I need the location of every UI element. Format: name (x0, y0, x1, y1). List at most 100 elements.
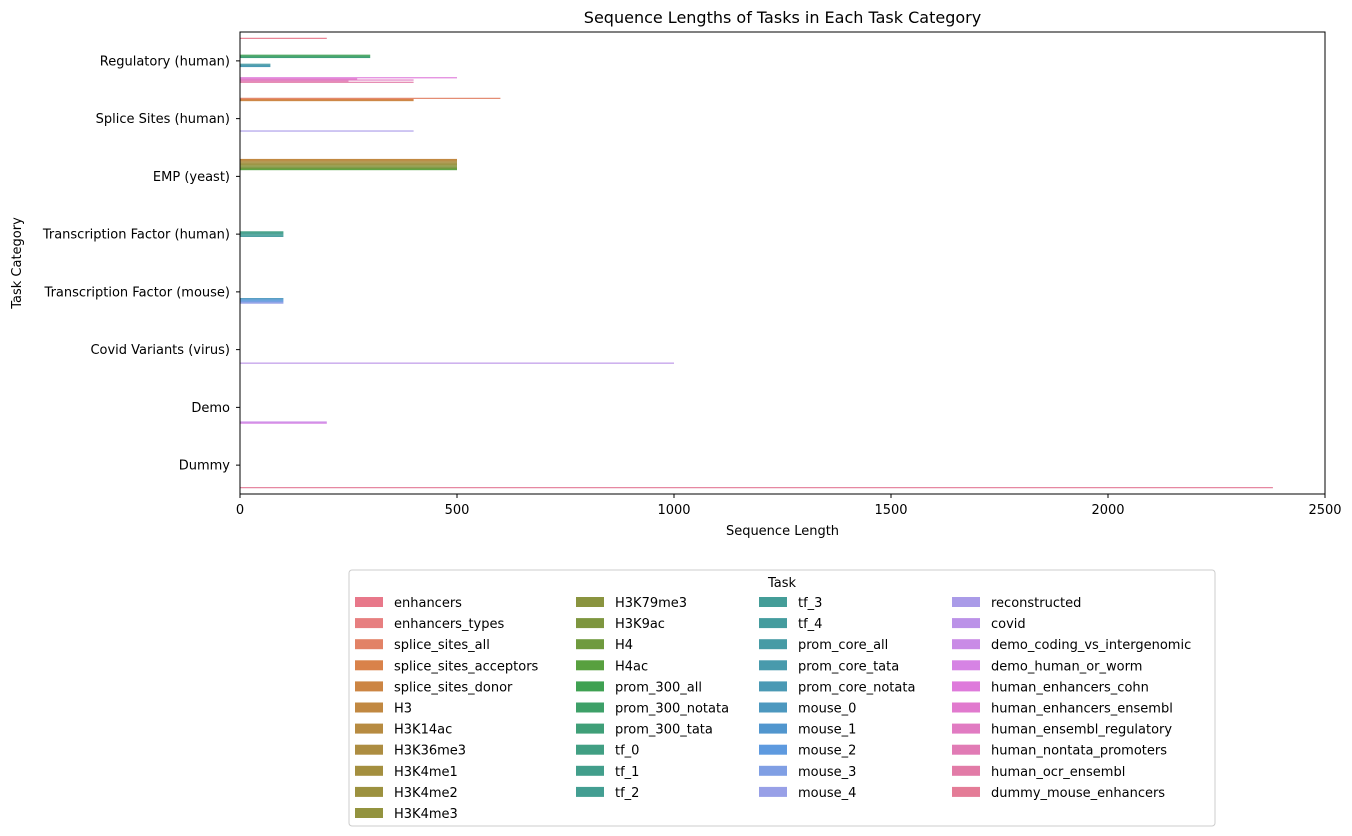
legend-swatch (355, 808, 383, 818)
legend-label: human_enhancers_ensembl (991, 702, 1173, 717)
bar (240, 55, 371, 57)
bar (240, 63, 271, 65)
legend-label: human_ensembl_regulatory (991, 723, 1172, 738)
bar (240, 65, 271, 68)
legend-swatch (759, 702, 787, 713)
legend-swatch (576, 723, 604, 734)
legend-label: prom_core_tata (798, 659, 899, 674)
legend-swatch (355, 786, 383, 797)
legend-swatch (355, 660, 383, 671)
legend-swatch (355, 765, 383, 776)
legend-swatch (576, 681, 604, 692)
bar (240, 233, 284, 235)
y-axis-label: Task Category (10, 217, 25, 310)
y-categories: Regulatory (human) Splice Sites (human) EM… (42, 54, 240, 474)
legend-label: prom_300_tata (615, 723, 713, 738)
legend-swatch (355, 681, 383, 692)
legend-swatch (952, 618, 980, 629)
legend-swatch (576, 744, 604, 755)
bar (240, 422, 327, 424)
y-tick-label: Dummy (179, 459, 231, 474)
bar (240, 78, 358, 80)
legend-swatch (952, 660, 980, 671)
legend-label: H3K14ac (394, 723, 452, 738)
legend-swatch (952, 681, 980, 692)
legend-label: prom_core_notata (798, 680, 915, 695)
bar (240, 79, 414, 81)
x-axis-label: Sequence Length (726, 524, 839, 539)
legend-swatch (355, 618, 383, 629)
bar (240, 299, 284, 301)
legend-label: tf_1 (615, 765, 639, 780)
y-tick-label: Transcription Factor (human) (42, 228, 230, 243)
chart-title: Sequence Lengths of Tasks in Each Task C… (584, 8, 981, 27)
legend-items: enhancers enhancers_types splice_sites_all… (355, 596, 1191, 822)
legend-swatch (759, 618, 787, 629)
bar (240, 487, 1273, 489)
legend-label: prom_300_all (615, 680, 702, 695)
legend-swatch (952, 702, 980, 713)
legend-swatch (952, 744, 980, 755)
legend-label: prom_core_all (798, 638, 888, 653)
legend-swatch (576, 618, 604, 629)
bar (240, 166, 457, 168)
legend-label: prom_300_notata (615, 702, 729, 717)
legend-swatch (576, 702, 604, 713)
x-tick-label: 500 (445, 503, 470, 518)
legend-label: demo_coding_vs_intergenomic (991, 638, 1191, 653)
legend-label: enhancers (394, 596, 462, 611)
bar (240, 163, 457, 165)
legend-label: mouse_3 (798, 765, 856, 780)
legend-label: H3K4me1 (394, 765, 458, 780)
bar (240, 80, 349, 82)
legend-title: Task (767, 576, 797, 591)
legend-swatch (355, 597, 383, 607)
legend-label: mouse_1 (798, 723, 856, 738)
bar (240, 98, 414, 101)
legend-label: human_enhancers_cohn (991, 680, 1149, 695)
legend-swatch (759, 723, 787, 734)
legend-swatch (576, 786, 604, 797)
legend: Task enhancers enhancers_types splice_site… (348, 569, 1216, 827)
bar (240, 169, 457, 171)
legend-swatch (759, 681, 787, 692)
legend-label: tf_3 (798, 596, 822, 611)
legend-swatch (355, 639, 383, 650)
legend-label: human_ocr_ensembl (991, 765, 1125, 780)
legend-label: tf_4 (798, 617, 822, 632)
legend-label: splice_sites_donor (394, 680, 513, 695)
legend-swatch (759, 744, 787, 755)
legend-swatch (759, 786, 787, 797)
legend-label: human_nontata_promoters (991, 744, 1167, 759)
bar (240, 162, 457, 164)
bar (240, 421, 327, 423)
legend-swatch (759, 639, 787, 650)
legend-label: mouse_2 (798, 744, 856, 759)
bar (240, 37, 327, 39)
bar (240, 160, 457, 162)
legend-label: H3K4me3 (394, 807, 458, 822)
bar (240, 164, 457, 166)
x-tick-label: 2000 (1091, 503, 1124, 518)
bar (240, 56, 371, 59)
bar (240, 301, 284, 303)
legend-label: H4 (615, 638, 633, 653)
x-ticks: 0 500 1000 1500 2000 2500 (236, 494, 1342, 518)
legend-label: dummy_mouse_enhancers (991, 786, 1165, 801)
y-tick-label: EMP (yeast) (153, 170, 230, 185)
bar (240, 100, 414, 102)
bars-group (240, 37, 1273, 489)
y-tick-label: Covid Variants (virus) (90, 343, 230, 358)
bar (240, 81, 414, 83)
legend-swatch (952, 639, 980, 650)
legend-label: splice_sites_acceptors (394, 659, 539, 674)
legend-frame (348, 569, 1216, 827)
plot-frame (239, 31, 1326, 495)
legend-label: reconstructed (991, 596, 1081, 611)
bar (240, 167, 457, 170)
bar (240, 77, 457, 79)
bar (240, 362, 674, 364)
bar (240, 165, 457, 167)
legend-swatch (759, 660, 787, 671)
